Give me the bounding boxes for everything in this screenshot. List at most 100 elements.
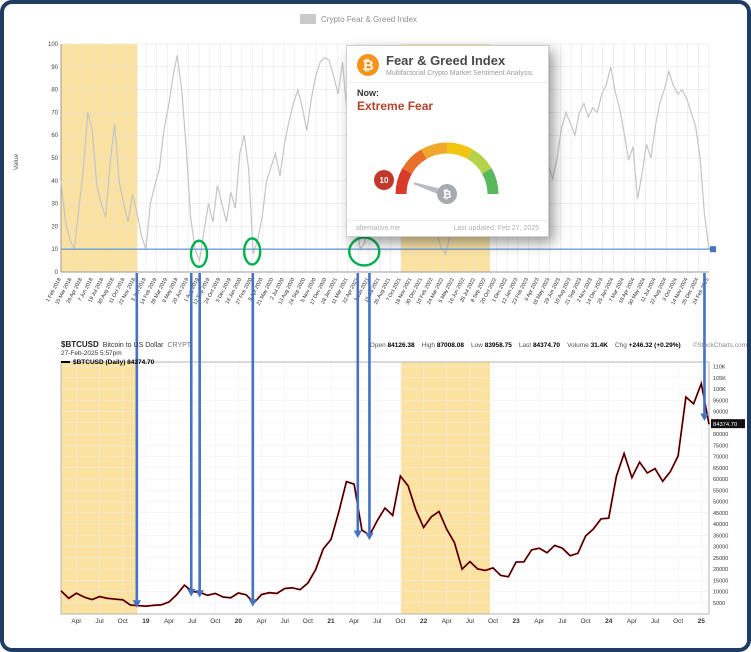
svg-text:30: 30 bbox=[51, 202, 58, 208]
svg-text:20000: 20000 bbox=[713, 567, 728, 573]
annotation-arrowhead bbox=[195, 590, 204, 598]
fg-y-axis-labels: 0 10 20 30 40 50 60 70 80 90 100 bbox=[48, 42, 59, 276]
svg-text:22: 22 bbox=[420, 618, 428, 625]
quote-high-label: High bbox=[421, 342, 436, 349]
quote-last-value: 84374.70 bbox=[532, 342, 561, 349]
bitcoin-logo-icon: ₿ bbox=[357, 54, 379, 76]
fg-legend-swatch-icon bbox=[300, 14, 316, 24]
svg-text:Apr: Apr bbox=[442, 618, 453, 625]
svg-text:65000: 65000 bbox=[713, 466, 728, 472]
svg-text:70: 70 bbox=[51, 110, 58, 116]
svg-text:20: 20 bbox=[51, 224, 58, 230]
svg-text:Apr: Apr bbox=[71, 618, 82, 625]
svg-text:Jul: Jul bbox=[466, 618, 475, 625]
threshold-line-marker bbox=[710, 246, 716, 253]
svg-text:Jul: Jul bbox=[373, 618, 382, 625]
svg-text:Jul: Jul bbox=[558, 618, 567, 625]
svg-text:Oct: Oct bbox=[118, 618, 128, 625]
svg-text:70000: 70000 bbox=[713, 455, 728, 461]
annotation-circle bbox=[189, 239, 209, 268]
btc-symbol: $BTCUSD bbox=[61, 340, 99, 349]
svg-text:19: 19 bbox=[142, 618, 150, 625]
fear-greed-card: ₿ Fear & Greed Index Multifactorial Cryp… bbox=[346, 45, 549, 237]
svg-text:80: 80 bbox=[51, 88, 58, 94]
sentiment-value: Extreme Fear bbox=[357, 99, 434, 114]
annotations bbox=[61, 236, 716, 608]
card-footer: alternative.me Last updated: Feb 27, 202… bbox=[347, 220, 548, 236]
annotation-arrowhead bbox=[365, 532, 374, 541]
svg-text:Oct: Oct bbox=[581, 618, 591, 625]
quote-volume-value: 31.4K bbox=[590, 342, 608, 349]
annotation-arrowhead bbox=[700, 413, 709, 421]
svg-text:60000: 60000 bbox=[713, 477, 728, 483]
annotation-circle bbox=[348, 236, 381, 267]
btc-grid bbox=[61, 362, 709, 614]
btc-series-line bbox=[60, 381, 710, 607]
quote-volume-label: Volume bbox=[567, 342, 589, 349]
btc-description: Bitcoin to US Dollar bbox=[102, 342, 164, 349]
gauge-canvas: ₿ 10 bbox=[374, 142, 499, 204]
svg-text:100: 100 bbox=[48, 42, 59, 48]
svg-text:Oct: Oct bbox=[488, 618, 498, 625]
btc-header-row: $BTCUSD Bitcoin to US Dollar CRYPT Open … bbox=[61, 340, 747, 349]
card-subtitle: Multifactorial Crypto Market Sentiment A… bbox=[386, 70, 533, 78]
svg-text:25000: 25000 bbox=[713, 556, 728, 562]
stockcharts-copyright: ©StockCharts.com bbox=[692, 342, 747, 349]
svg-text:Oct: Oct bbox=[395, 618, 405, 625]
gauge-value-badge bbox=[374, 170, 394, 190]
gauge-arc-segment bbox=[481, 168, 499, 195]
quote-low: Low 83958.75 bbox=[471, 342, 512, 349]
card-header: ₿ Fear & Greed Index Multifactorial Cryp… bbox=[347, 46, 548, 84]
svg-text:21: 21 bbox=[327, 618, 335, 625]
annotation-arrowhead bbox=[187, 589, 196, 597]
annotation-arrowhead bbox=[248, 599, 258, 607]
svg-text:50000: 50000 bbox=[713, 500, 728, 506]
svg-text:75000: 75000 bbox=[713, 443, 728, 449]
btc-exchange: CRYPT bbox=[167, 342, 192, 349]
gauge-value-badge-label: 10 bbox=[380, 176, 389, 185]
last-price-tag-label: 84374.70 bbox=[713, 422, 737, 428]
svg-text:Apr: Apr bbox=[164, 618, 175, 625]
now-label: Now: bbox=[357, 88, 379, 99]
annotation-arrowhead bbox=[132, 600, 142, 608]
fg-chart-legend: Crypto Fear & Greed Index bbox=[300, 14, 417, 24]
fg-legend-label: Crypto Fear & Greed Index bbox=[321, 14, 418, 24]
svg-text:40: 40 bbox=[51, 179, 58, 185]
svg-text:10000: 10000 bbox=[713, 590, 728, 596]
svg-text:Oct: Oct bbox=[303, 618, 313, 625]
svg-text:50: 50 bbox=[51, 156, 58, 162]
gauge-arc-segment bbox=[402, 149, 427, 174]
gauge-arc-segment bbox=[395, 168, 413, 195]
svg-text:Apr: Apr bbox=[627, 618, 638, 625]
svg-text:Apr: Apr bbox=[534, 618, 545, 625]
svg-text:55000: 55000 bbox=[713, 488, 728, 494]
svg-text:24: 24 bbox=[605, 618, 613, 625]
btc-series-accent bbox=[60, 380, 710, 608]
sentiment-gauge: ₿ 10 bbox=[371, 112, 521, 213]
svg-text:60: 60 bbox=[51, 133, 58, 139]
gauge-arc-segment bbox=[421, 142, 448, 160]
card-title: Fear & Greed Index bbox=[386, 53, 506, 68]
gauge-knob-bitcoin-icon: ₿ bbox=[443, 189, 452, 201]
quote-open: Open 84126.38 bbox=[370, 342, 415, 349]
btc-y-axis-labels: 110K105K100K9500090000850008000075000700… bbox=[713, 365, 728, 607]
svg-text:Jul: Jul bbox=[281, 618, 290, 625]
svg-text:45000: 45000 bbox=[713, 511, 728, 517]
quote-high: High 87008.08 bbox=[422, 342, 464, 349]
svg-text:35000: 35000 bbox=[713, 533, 728, 539]
svg-text:5000: 5000 bbox=[713, 601, 725, 607]
svg-text:15000: 15000 bbox=[713, 578, 728, 584]
quote-open-label: Open bbox=[369, 342, 386, 349]
quote-high-value: 87008.08 bbox=[436, 342, 464, 349]
svg-text:0: 0 bbox=[55, 270, 59, 276]
card-header-text: Fear & Greed Index Multifactorial Crypto… bbox=[386, 53, 533, 78]
quote-change-value: +246.32 (+0.29%) bbox=[628, 342, 681, 349]
gauge-arc-segment bbox=[467, 149, 492, 174]
svg-text:Apr: Apr bbox=[349, 618, 360, 625]
annotation-circle bbox=[242, 237, 262, 266]
card-last-updated: Last updated: Feb 27, 2025 bbox=[453, 225, 539, 232]
svg-text:Jul: Jul bbox=[651, 618, 660, 625]
quote-change: Chg +246.32 (+0.29%) bbox=[615, 342, 681, 349]
